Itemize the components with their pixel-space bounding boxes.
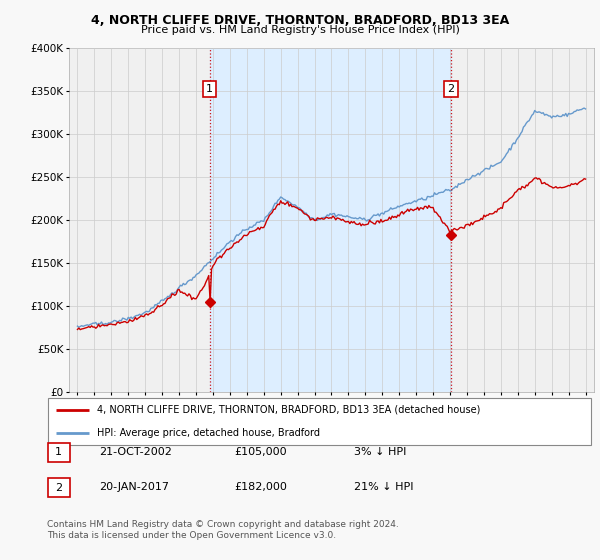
Text: Contains HM Land Registry data © Crown copyright and database right 2024.: Contains HM Land Registry data © Crown c…	[47, 520, 398, 529]
Text: 4, NORTH CLIFFE DRIVE, THORNTON, BRADFORD, BD13 3EA: 4, NORTH CLIFFE DRIVE, THORNTON, BRADFOR…	[91, 14, 509, 27]
Text: 2: 2	[448, 84, 454, 94]
FancyBboxPatch shape	[48, 478, 70, 497]
Text: 1: 1	[55, 447, 62, 458]
FancyBboxPatch shape	[48, 398, 591, 445]
Text: £105,000: £105,000	[234, 447, 287, 457]
Text: Price paid vs. HM Land Registry's House Price Index (HPI): Price paid vs. HM Land Registry's House …	[140, 25, 460, 35]
Text: £182,000: £182,000	[234, 482, 287, 492]
Text: HPI: Average price, detached house, Bradford: HPI: Average price, detached house, Brad…	[97, 428, 320, 438]
Text: 21-OCT-2002: 21-OCT-2002	[99, 447, 172, 457]
Text: This data is licensed under the Open Government Licence v3.0.: This data is licensed under the Open Gov…	[47, 531, 336, 540]
Text: 20-JAN-2017: 20-JAN-2017	[99, 482, 169, 492]
Text: 4, NORTH CLIFFE DRIVE, THORNTON, BRADFORD, BD13 3EA (detached house): 4, NORTH CLIFFE DRIVE, THORNTON, BRADFOR…	[97, 405, 480, 415]
Text: 2: 2	[55, 483, 62, 493]
Text: 3% ↓ HPI: 3% ↓ HPI	[354, 447, 406, 457]
Text: 1: 1	[206, 84, 213, 94]
FancyBboxPatch shape	[48, 443, 70, 462]
Bar	[209, 48, 451, 392]
Text: 21% ↓ HPI: 21% ↓ HPI	[354, 482, 413, 492]
